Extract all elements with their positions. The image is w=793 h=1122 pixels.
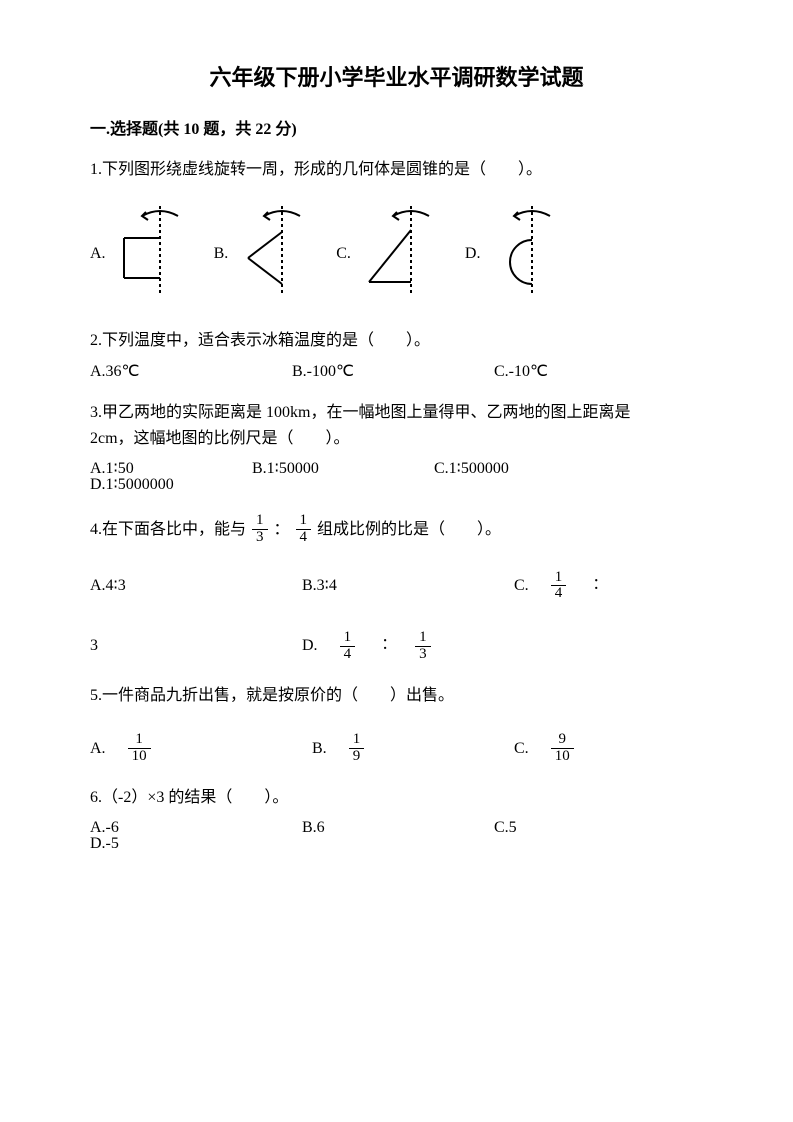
q4-frac-1-3: 1 3 [252,513,268,546]
q4-options-row1: A.4∶3 B.3∶4 C. 1 4 ∶ [90,570,703,603]
shape-right-triangle-rotation-icon [357,204,435,300]
q5-stem: 5.一件商品九折出售，就是按原价的（ ）出售。 [90,683,703,709]
q1-option-C: C. [336,204,435,300]
shape-rectangle-rotation-icon [112,204,184,300]
q3-stem: 3.甲乙两地的实际距离是 100km，在一幅地图上量得甲、乙两地的图上距离是 2… [90,400,703,451]
q2-optA: A.36℃ [90,364,250,380]
q5-optA-frac: 1 10 [128,732,151,765]
question-1: 1.下列图形绕虚线旋转一周，形成的几何体是圆锥的是（ ）。 A. B. [90,157,703,301]
q4-stem: 4.在下面各比中，能与 1 3 ： 1 4 组成比例的比是（ ）。 [90,513,501,546]
question-5: 5.一件商品九折出售，就是按原价的（ ）出售。 A. 1 10 B. 1 9 C… [90,683,703,765]
q4-optD: D. 1 4 ∶ 1 3 [302,630,437,663]
q3-optD: D.1∶5000000 [90,477,174,493]
q4-stem-post: 组成比例的比是（ ）。 [317,517,501,543]
q1-optB-label: B. [214,241,229,301]
q5-optC-pre: C. [514,741,545,757]
q4-optA: A.4∶3 [90,570,260,603]
question-3: 3.甲乙两地的实际距离是 100km，在一幅地图上量得甲、乙两地的图上距离是 2… [90,400,703,493]
q4-optC-post: ∶ [572,578,604,594]
q3-line1: 3.甲乙两地的实际距离是 100km，在一幅地图上量得甲、乙两地的图上距离是 [90,404,630,421]
q4-options-row2: 3 D. 1 4 ∶ 1 3 [90,630,703,663]
q1-option-A: A. [90,204,184,300]
section-heading: 一.选择题(共 10 题，共 22 分) [90,117,703,143]
q1-option-B: B. [214,204,307,300]
q3-optB: B.1∶50000 [252,461,392,477]
q3-options: A.1∶50 B.1∶50000 C.1∶500000 D.1∶5000000 [90,461,703,493]
q2-stem: 2.下列温度中，适合表示冰箱温度的是（ ）。 [90,328,703,354]
q6-stem: 6.（-2）×3 的结果（ ）。 [90,785,703,811]
q1-optC-label: C. [336,241,351,301]
q2-optB: B.-100℃ [292,364,452,380]
page-title: 六年级下册小学毕业水平调研数学试题 [90,60,703,95]
q3-optC: C.1∶500000 [434,461,584,477]
q5-optC-frac: 9 10 [551,732,574,765]
q6-optC: C.5 [494,820,644,836]
q2-options: A.36℃ B.-100℃ C.-10℃ [90,364,703,380]
q4-optD-frac2: 1 3 [415,630,431,663]
q6-optD: D.-5 [90,836,119,852]
q5-optA-pre: A. [90,741,122,757]
q5-options: A. 1 10 B. 1 9 C. 9 10 [90,732,703,765]
q4-optC: C. 1 4 ∶ [514,570,604,603]
q4-optD-col: ∶ [361,638,409,654]
q3-optA: A.1∶50 [90,461,210,477]
q3-line2: 2cm，这幅地图的比例尺是（ ）。 [90,430,350,447]
q1-optD-label: D. [465,241,481,301]
question-6: 6.（-2）×3 的结果（ ）。 A.-6 B.6 C.5 D.-5 [90,785,703,853]
q4-line2-3: 3 [90,630,260,663]
q6-optB: B.6 [302,820,452,836]
question-4: 4.在下面各比中，能与 1 3 ： 1 4 组成比例的比是（ ）。 A.4∶3 … [90,513,703,663]
q1-stem: 1.下列图形绕虚线旋转一周，形成的几何体是圆锥的是（ ）。 [90,157,703,183]
q6-optA: A.-6 [90,820,260,836]
exam-page: 六年级下册小学毕业水平调研数学试题 一.选择题(共 10 题，共 22 分) 1… [0,0,793,1122]
q4-optC-pre: C. [514,578,545,594]
q6-options: A.-6 B.6 C.5 D.-5 [90,820,703,852]
q4-optD-frac1: 1 4 [340,630,356,663]
q4-optD-pre: D. [302,638,334,654]
shape-triangle-left-rotation-icon [234,204,306,300]
q2-optC: C.-10℃ [494,364,548,380]
q4-optC-frac: 1 4 [551,570,567,603]
q1-option-D: D. [465,204,557,300]
q5-optB-frac: 1 9 [349,732,365,765]
q4-stem-pre: 4.在下面各比中，能与 [90,517,246,543]
q5-optC: C. 9 10 [514,732,580,765]
shape-semicircle-rotation-icon [486,204,556,300]
question-2: 2.下列温度中，适合表示冰箱温度的是（ ）。 A.36℃ B.-100℃ C.-… [90,328,703,380]
q1-optA-label: A. [90,241,106,301]
q4-colon1: ： [274,517,290,543]
q5-optB: B. 1 9 [312,732,472,765]
q4-optB: B.3∶4 [302,570,472,603]
q1-shape-row: A. B. [90,204,703,300]
q4-frac-1-4: 1 4 [296,513,312,546]
q5-optA: A. 1 10 [90,732,270,765]
q5-optB-pre: B. [312,741,343,757]
